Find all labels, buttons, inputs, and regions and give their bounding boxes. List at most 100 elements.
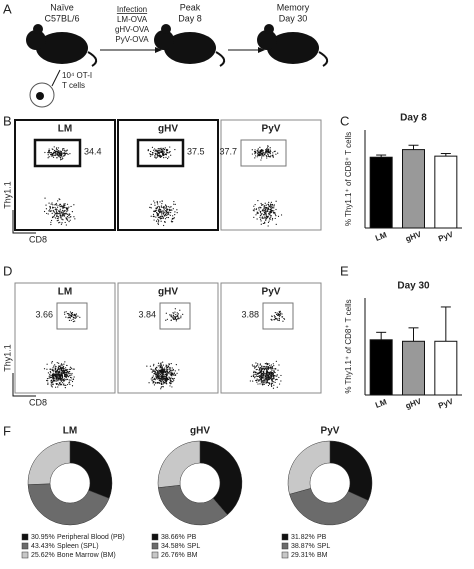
dot <box>65 213 67 215</box>
dot <box>259 372 261 374</box>
gate-value: 3.84 <box>138 309 156 319</box>
dot <box>157 214 160 216</box>
plot-frame <box>220 119 322 231</box>
dot <box>273 365 275 367</box>
dot <box>272 377 275 379</box>
dot <box>257 155 259 157</box>
dot <box>59 366 61 368</box>
pie-slice <box>69 440 113 499</box>
dot <box>167 373 169 375</box>
dot <box>154 382 157 384</box>
dot <box>152 153 154 155</box>
dot <box>259 383 261 385</box>
dot <box>55 202 57 205</box>
dot <box>62 384 64 386</box>
legend-swatch <box>151 533 159 541</box>
dot <box>75 313 77 315</box>
dot <box>62 157 64 160</box>
dot <box>62 219 64 221</box>
dot <box>170 314 172 316</box>
dot <box>61 149 64 151</box>
dot <box>263 372 266 374</box>
dot <box>264 365 266 368</box>
dot <box>173 379 175 381</box>
dot <box>270 204 272 206</box>
dot <box>166 214 168 217</box>
dot <box>68 206 70 208</box>
arrow-head <box>258 47 265 53</box>
dot <box>58 216 60 218</box>
dot <box>162 149 164 152</box>
dot <box>264 375 266 377</box>
dot <box>159 148 161 150</box>
dot <box>57 372 60 374</box>
dot <box>259 206 261 208</box>
plot-title: gHV <box>158 124 178 135</box>
dot <box>170 377 172 379</box>
dot <box>166 367 168 369</box>
dot <box>260 223 262 225</box>
dot <box>270 155 272 157</box>
dot <box>262 380 264 382</box>
legend-swatch <box>21 542 29 550</box>
dot <box>55 365 57 367</box>
dot <box>262 151 264 153</box>
dot <box>173 318 176 320</box>
dot <box>56 150 58 152</box>
dot <box>175 364 177 366</box>
dot <box>158 206 161 208</box>
dot <box>253 216 255 218</box>
dot <box>69 366 72 368</box>
dot <box>63 210 65 212</box>
dot <box>48 156 50 158</box>
dot <box>157 375 159 377</box>
dot <box>275 360 277 362</box>
dot <box>58 368 60 370</box>
chart-title: Day 8 <box>400 113 427 124</box>
dot <box>172 215 174 217</box>
dot <box>48 377 50 379</box>
dot <box>275 200 277 202</box>
dot <box>52 206 54 208</box>
dot <box>169 146 171 148</box>
dot <box>166 375 168 377</box>
dot <box>164 212 166 214</box>
dot <box>157 205 159 207</box>
dot <box>172 312 174 314</box>
legend-swatch <box>281 542 289 550</box>
dot <box>261 152 263 154</box>
dot <box>56 379 58 381</box>
label: Day 8 <box>178 13 202 23</box>
dot <box>63 375 66 377</box>
dot <box>57 379 59 381</box>
mouse <box>257 24 329 67</box>
mouse <box>26 24 98 67</box>
dot <box>63 378 65 380</box>
dot <box>280 374 282 377</box>
x-tick-label: LM <box>374 230 388 243</box>
dot <box>160 211 162 213</box>
dot <box>278 311 281 314</box>
dot <box>261 155 263 157</box>
dot <box>61 369 63 371</box>
dot <box>270 384 273 386</box>
dot <box>261 216 263 218</box>
dot <box>255 365 257 368</box>
dot <box>72 320 75 323</box>
dot <box>154 370 156 372</box>
axis-label: CD8 <box>29 397 47 407</box>
dot <box>47 380 49 382</box>
bar <box>434 155 458 229</box>
dot <box>158 369 160 371</box>
dot <box>53 377 56 379</box>
dot <box>60 154 63 156</box>
dot <box>53 374 55 376</box>
dot <box>163 376 165 378</box>
dot <box>270 206 272 208</box>
dot <box>148 382 150 384</box>
dot <box>54 152 56 154</box>
dot <box>277 369 279 371</box>
dot <box>160 376 162 378</box>
dot <box>263 206 265 209</box>
dot <box>166 377 169 380</box>
